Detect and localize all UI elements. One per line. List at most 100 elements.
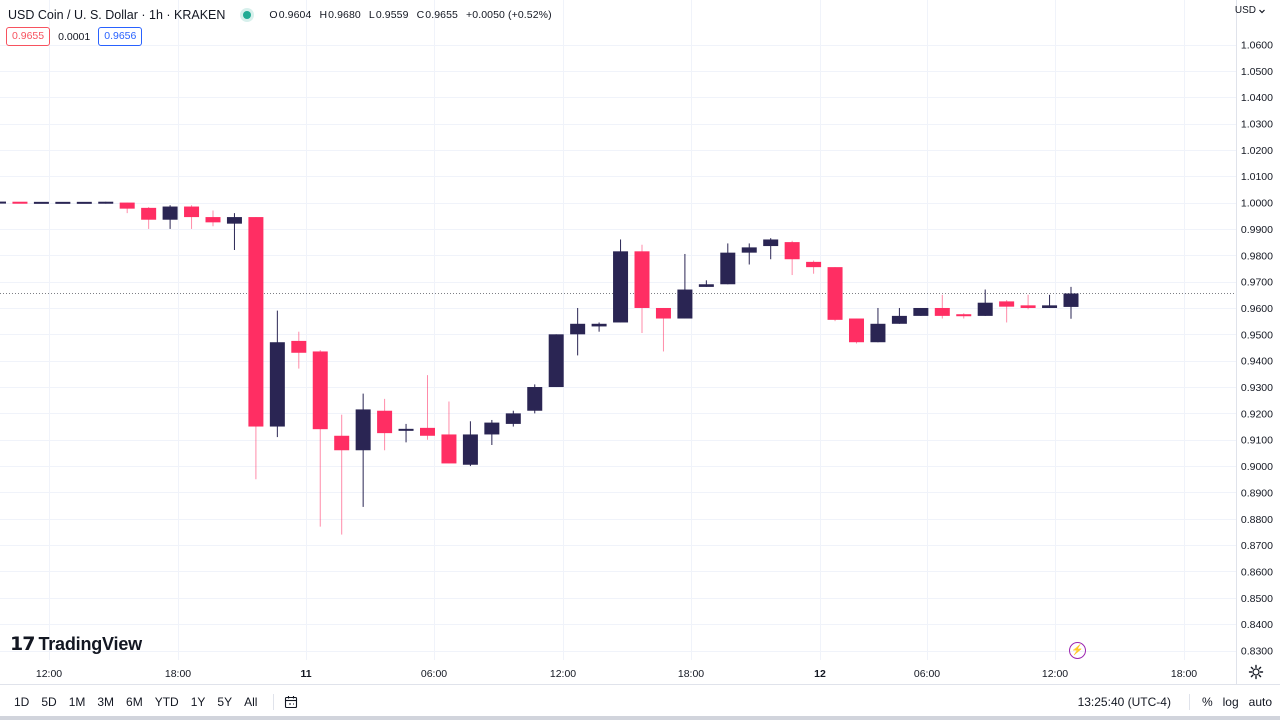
symbol-title[interactable]: USD Coin / U. S. Dollar · 1h · KRAKEN bbox=[8, 8, 226, 22]
sell-price-button[interactable]: 0.9655 bbox=[6, 27, 51, 46]
timezone-clock[interactable]: 13:25:40 (UTC-4) bbox=[1077, 695, 1171, 709]
candle bbox=[205, 210, 221, 227]
candle-body bbox=[1063, 293, 1079, 307]
candle-body bbox=[677, 289, 693, 319]
candle-body bbox=[570, 323, 586, 335]
calendar-icon[interactable] bbox=[284, 695, 298, 709]
quote-row: 0.9655 0.0001 0.9656 bbox=[6, 27, 143, 46]
high-value: 0.9680 bbox=[328, 9, 361, 21]
log-scale-toggle[interactable]: log bbox=[1222, 695, 1239, 709]
range-all[interactable]: All bbox=[244, 695, 258, 709]
candle-body bbox=[934, 307, 950, 316]
candle bbox=[377, 398, 393, 451]
currency-selector[interactable]: USD bbox=[1235, 5, 1266, 16]
price-tick-label: 1.0000 bbox=[1241, 198, 1273, 210]
lightning-icon[interactable]: ⚡ bbox=[1069, 642, 1086, 659]
price-tick-label: 0.9800 bbox=[1241, 250, 1273, 262]
candle bbox=[334, 414, 350, 535]
candle bbox=[891, 307, 907, 324]
high-label: H bbox=[319, 9, 328, 21]
time-tick-label: 12:00 bbox=[36, 668, 62, 680]
chart-scale-tools: 13:25:40 (UTC-4) % log auto bbox=[1078, 694, 1272, 710]
candle bbox=[420, 375, 435, 440]
time-tick-label: 06:00 bbox=[914, 668, 940, 680]
price-tick-label: 0.8700 bbox=[1241, 540, 1273, 552]
open-label: O bbox=[269, 9, 278, 21]
candle bbox=[613, 239, 629, 323]
range-6m[interactable]: 6M bbox=[126, 695, 143, 709]
candle-body bbox=[527, 387, 543, 411]
candle bbox=[1020, 294, 1036, 310]
candle-body bbox=[12, 201, 28, 204]
time-tick-label: 18:00 bbox=[1171, 668, 1197, 680]
candle bbox=[312, 350, 328, 527]
range-1d[interactable]: 1D bbox=[14, 695, 30, 709]
candle-body bbox=[119, 202, 135, 209]
candle-body bbox=[33, 201, 49, 204]
candle-body bbox=[398, 428, 414, 431]
candle-body bbox=[956, 314, 972, 317]
candle bbox=[462, 421, 478, 467]
candle-body bbox=[141, 207, 157, 220]
tradingview-logo[interactable]: 17 TradingView bbox=[10, 633, 142, 655]
candle-body bbox=[98, 201, 114, 204]
low-label: L bbox=[368, 9, 375, 21]
candle-body bbox=[377, 410, 393, 434]
candle bbox=[570, 307, 586, 356]
price-tick-label: 0.9300 bbox=[1241, 382, 1273, 394]
candle-body bbox=[162, 206, 178, 220]
range-1y[interactable]: 1Y bbox=[190, 695, 206, 709]
time-tick-label: 06:00 bbox=[421, 668, 447, 680]
candle-body bbox=[784, 242, 800, 260]
gear-icon[interactable] bbox=[1248, 664, 1264, 680]
change-value: +0.0050 (+0.52%) bbox=[466, 9, 552, 21]
price-tick-label: 0.9100 bbox=[1241, 435, 1273, 447]
time-tick-label: 18:00 bbox=[678, 668, 704, 680]
candle bbox=[913, 307, 929, 316]
candle bbox=[398, 423, 414, 443]
candle bbox=[33, 201, 49, 204]
candle bbox=[0, 201, 6, 204]
percent-scale-toggle[interactable]: % bbox=[1201, 695, 1213, 709]
time-axis[interactable]: 12:00 18:00 11 06:00 12:00 18:00 12 06:00 12:00 1… bbox=[0, 660, 1236, 681]
range-1m[interactable]: 1M bbox=[68, 695, 86, 709]
price-axis[interactable]: 1.0600 1.0500 1.0400 1.0300 1.0200 1.0100 1.00… bbox=[1236, 0, 1280, 684]
candle bbox=[956, 313, 972, 319]
candle bbox=[55, 201, 71, 204]
candle bbox=[977, 289, 993, 316]
close-value: 0.9655 bbox=[425, 9, 458, 21]
candle-body bbox=[291, 340, 307, 353]
candle-body bbox=[334, 435, 350, 451]
price-tick-label: 0.8500 bbox=[1241, 593, 1273, 605]
candlestick-chart[interactable]: 1.0600 1.0500 1.0400 1.0300 1.0200 1.0100 1.00… bbox=[0, 0, 1280, 684]
candle bbox=[291, 331, 307, 369]
range-ytd[interactable]: YTD bbox=[154, 695, 179, 709]
buy-price-button[interactable]: 0.9656 bbox=[98, 27, 143, 46]
candle bbox=[98, 201, 114, 204]
candle-body bbox=[420, 427, 435, 436]
candle-body bbox=[870, 323, 886, 343]
candle-body bbox=[184, 206, 200, 218]
candle-body bbox=[891, 315, 907, 324]
candle-body bbox=[763, 239, 779, 247]
candle bbox=[355, 393, 371, 507]
price-tick-label: 0.8400 bbox=[1241, 619, 1273, 631]
candle bbox=[591, 322, 607, 332]
candle bbox=[141, 207, 157, 229]
price-tick-label: 1.0200 bbox=[1241, 145, 1273, 157]
auto-scale-toggle[interactable]: auto bbox=[1248, 695, 1272, 709]
range-5y[interactable]: 5Y bbox=[217, 695, 233, 709]
logo-mark-icon: 17 bbox=[10, 633, 35, 655]
candle-body bbox=[999, 301, 1015, 307]
range-3m[interactable]: 3M bbox=[97, 695, 115, 709]
candle-body bbox=[806, 261, 822, 268]
window-bottom-edge bbox=[0, 716, 1280, 720]
candle bbox=[527, 384, 543, 414]
price-tick-label: 0.9400 bbox=[1241, 356, 1273, 368]
candle-body bbox=[505, 413, 521, 424]
candle bbox=[870, 307, 886, 343]
candle-body bbox=[977, 302, 993, 316]
range-5d[interactable]: 5D bbox=[41, 695, 57, 709]
candle bbox=[720, 243, 736, 285]
